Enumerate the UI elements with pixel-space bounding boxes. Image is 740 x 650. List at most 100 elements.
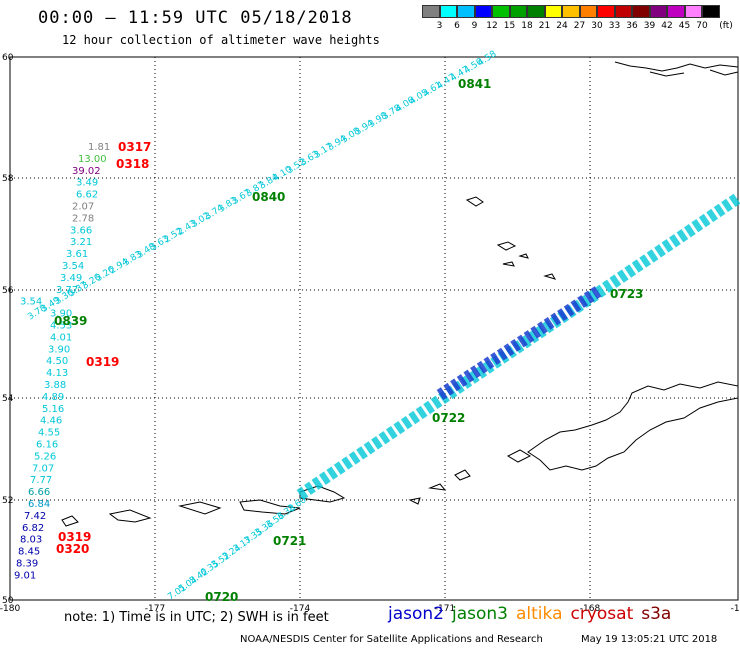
footer-timestamp: May 19 13:05:21 UTC 2018 (581, 634, 718, 645)
swh-value-column: 3.49 (76, 178, 98, 189)
colorbar (422, 5, 720, 18)
map-frame (9, 56, 739, 601)
coastline-alaska (61, 61, 739, 527)
y-tick-label: 60 (2, 53, 14, 63)
swh-value-column: 6.66 (28, 487, 50, 498)
colorbar-swatch (632, 5, 650, 18)
satellite-legend: jason2 jason3 altika cryosat s3a (388, 604, 679, 624)
dense-track-jason2 (436, 284, 604, 401)
swh-value-column: 4.89 (42, 392, 64, 403)
colorbar-swatch (667, 5, 685, 18)
colorbar-label: 18 (521, 21, 533, 31)
colorbar-swatch (544, 5, 562, 18)
x-tick-label: -180 (0, 604, 20, 614)
swh-value-column: 8.45 (18, 547, 40, 558)
swh-value-column: 3.54 (20, 297, 42, 308)
colorbar-label: 15 (503, 21, 516, 31)
colorbar-label: 9 (471, 21, 478, 31)
pass-time-label: 0723 (610, 287, 643, 301)
legend-item-jason2: jason2 (388, 604, 444, 624)
swh-value-column: 3.66 (70, 225, 92, 236)
y-tick-label: 58 (2, 174, 14, 184)
colorbar-swatch (457, 5, 475, 18)
pass-time-label: 0840 (252, 190, 285, 204)
altimeter-tracks: 4.584.564.474.474.614.054.063.783.983.94… (14, 49, 740, 603)
footer-credit: NOAA/NESDIS Center for Satellite Applica… (240, 634, 543, 645)
swh-value-column: 5.26 (34, 451, 56, 462)
swh-value-column: 4.53 (50, 321, 72, 332)
pass-time-label: 0839 (54, 314, 87, 328)
swh-value-column: 8.39 (16, 559, 38, 570)
colorbar-swatch (649, 5, 667, 18)
colorbar-swatch (439, 5, 457, 18)
legend-item-jason3: jason3 (452, 604, 508, 624)
colorbar-swatch (562, 5, 580, 18)
swh-value-column: 4.13 (46, 368, 68, 379)
colorbar-label: 33 (608, 21, 621, 31)
legend-item-s3a: s3a (641, 604, 672, 624)
y-tick-label: 50 (2, 596, 14, 606)
swh-value-column: 4.50 (46, 356, 68, 367)
swh-value-column: 3.21 (70, 237, 92, 248)
axis-ticks: -180 -177 -174 -171 -168 -16 60 58 56 54 52 50 (0, 53, 740, 614)
swh-value-column: 3.90 (48, 344, 70, 355)
swh-value-column: 3.61 (66, 249, 88, 260)
swh-value-column: 2.07 (72, 202, 94, 213)
colorbar-swatch (527, 5, 545, 18)
legend-item-altika: altika (516, 604, 563, 624)
swh-value-column: 6.84 (28, 499, 50, 510)
swh-value-column: 3.88 (44, 380, 66, 391)
swh-value-column: 9.01 (14, 570, 36, 581)
colorbar-label: 30 (591, 21, 603, 31)
colorbar-labels: 3 6 9 12 15 18 21 24 27 30 33 36 39 42 45 70 (ft) (422, 21, 740, 33)
colorbar-swatch (422, 5, 440, 18)
colorbar-label: 21 (538, 21, 551, 31)
colorbar-label: 27 (573, 21, 586, 31)
map-subtitle: 12 hour collection of altimeter wave hei… (62, 33, 380, 47)
pass-time-labels: 0841 0840 0839 0723 0722 0721 0720 0317 0318 0319… (54, 77, 643, 604)
colorbar-unit: (ft) (719, 21, 733, 31)
pass-time-label: 0319 (86, 355, 119, 369)
swh-value-column: 7.42 (24, 511, 46, 522)
pass-time-label: 0721 (273, 534, 306, 548)
x-tick-label: -177 (145, 604, 165, 614)
colorbar-label: 45 (678, 21, 691, 31)
swh-value-column: 4.55 (38, 428, 60, 439)
swh-value-column: 4.46 (40, 416, 62, 427)
pass-time-label: 0317 (118, 140, 151, 154)
pass-time-label: 0318 (116, 157, 149, 171)
pass-time-label: 0320 (56, 542, 89, 556)
y-tick-label: 52 (2, 496, 13, 506)
swh-value-column: 7.07 (32, 463, 54, 474)
pass-time-label: 0841 (458, 77, 491, 91)
y-tick-label: 54 (2, 394, 14, 404)
pass-time-label: 0720 (205, 590, 238, 604)
legend-item-cryosat: cryosat (570, 604, 634, 624)
swh-value-column: 3.77 (56, 285, 78, 296)
y-tick-label: 56 (2, 286, 14, 296)
colorbar-swatch (474, 5, 492, 18)
colorbar-label: 70 (696, 21, 708, 31)
colorbar-label: 39 (643, 21, 656, 31)
colorbar-label: 6 (454, 21, 460, 31)
colorbar-label: 36 (626, 21, 638, 31)
colorbar-label: 12 (486, 21, 498, 31)
colorbar-label: 3 (436, 21, 443, 31)
pass-time-label: 0319 (58, 530, 91, 544)
colorbar-swatch (702, 5, 720, 18)
swh-value-column: 39.02 (72, 166, 101, 177)
swh-value-column: 8.03 (20, 535, 42, 546)
swh-value-column: 4.01 (50, 332, 72, 343)
swh-value-column: 3.54 (62, 261, 84, 272)
swh-value-column: 6.82 (22, 523, 44, 534)
colorbar-swatch (492, 5, 510, 18)
colorbar-swatch (614, 5, 632, 18)
footer-note: note: 1) Time is in UTC; 2) SWH is in fe… (64, 610, 329, 625)
colorbar-label: 42 (661, 21, 673, 31)
colorbar-swatch (509, 5, 527, 18)
swh-value-column: 6.16 (36, 440, 58, 451)
swh-value-column: 3.49 (60, 273, 82, 284)
map-title: 00:00 – 11:59 UTC 05/18/2018 (38, 8, 353, 28)
x-tick-label: -16 (731, 604, 740, 614)
colorbar-label: 24 (556, 21, 568, 31)
